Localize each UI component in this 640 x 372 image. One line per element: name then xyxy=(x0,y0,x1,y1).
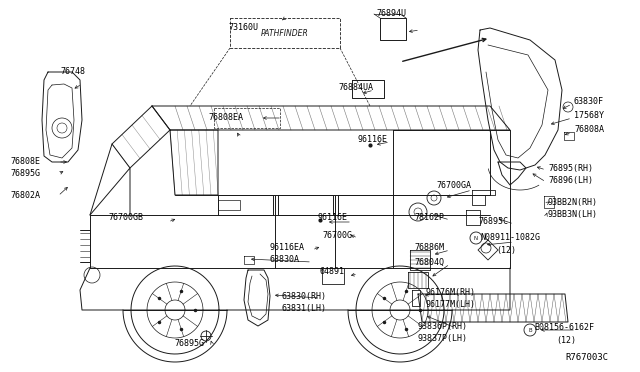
Text: PATHFINDER: PATHFINDER xyxy=(261,29,309,38)
Text: 63831(LH): 63831(LH) xyxy=(282,304,327,312)
Text: 76700GA: 76700GA xyxy=(436,182,471,190)
Text: B08156-6162F: B08156-6162F xyxy=(534,324,594,333)
Text: 76895C: 76895C xyxy=(478,218,508,227)
Text: 96177M(LH): 96177M(LH) xyxy=(426,299,476,308)
Text: N08911-1082G: N08911-1082G xyxy=(480,234,540,243)
Text: 96176M(RH): 96176M(RH) xyxy=(426,288,476,296)
Text: (12): (12) xyxy=(556,336,576,344)
Text: N: N xyxy=(474,235,478,241)
Text: B: B xyxy=(528,327,532,333)
Text: 76802A: 76802A xyxy=(10,192,40,201)
Text: 76804Q: 76804Q xyxy=(414,257,444,266)
Text: (12): (12) xyxy=(496,246,516,254)
Text: 76895G: 76895G xyxy=(10,170,40,179)
Text: 76748: 76748 xyxy=(60,67,85,77)
Text: 73160U: 73160U xyxy=(228,23,258,32)
Text: 96116E: 96116E xyxy=(318,214,348,222)
Text: 76896(LH): 76896(LH) xyxy=(548,176,593,185)
Text: R767003C: R767003C xyxy=(565,353,608,362)
Text: 63830F: 63830F xyxy=(574,97,604,106)
Text: 93837P(LH): 93837P(LH) xyxy=(418,334,468,343)
Text: 96116E: 96116E xyxy=(358,135,388,144)
Text: 76895(RH): 76895(RH) xyxy=(548,164,593,173)
Text: 93BB2N(RH): 93BB2N(RH) xyxy=(548,198,598,206)
Text: 17568Y: 17568Y xyxy=(574,112,604,121)
Text: 76895G: 76895G xyxy=(174,340,204,349)
Text: 78162P: 78162P xyxy=(414,214,444,222)
Text: 96116EA: 96116EA xyxy=(270,244,305,253)
Text: 93836P(RH): 93836P(RH) xyxy=(418,321,468,330)
Text: 63830(RH): 63830(RH) xyxy=(282,292,327,301)
Text: 76884UA: 76884UA xyxy=(338,83,373,93)
Text: 76700G: 76700G xyxy=(322,231,352,241)
Text: 76808A: 76808A xyxy=(574,125,604,135)
Text: 76808E: 76808E xyxy=(10,157,40,167)
Text: 76894U: 76894U xyxy=(376,10,406,19)
Text: 76886M: 76886M xyxy=(414,244,444,253)
Text: 76808EA: 76808EA xyxy=(208,113,243,122)
Text: 76700GB: 76700GB xyxy=(108,214,143,222)
Text: 63830A: 63830A xyxy=(270,256,300,264)
Text: 64891: 64891 xyxy=(320,267,345,276)
Text: 93BB3N(LH): 93BB3N(LH) xyxy=(548,209,598,218)
